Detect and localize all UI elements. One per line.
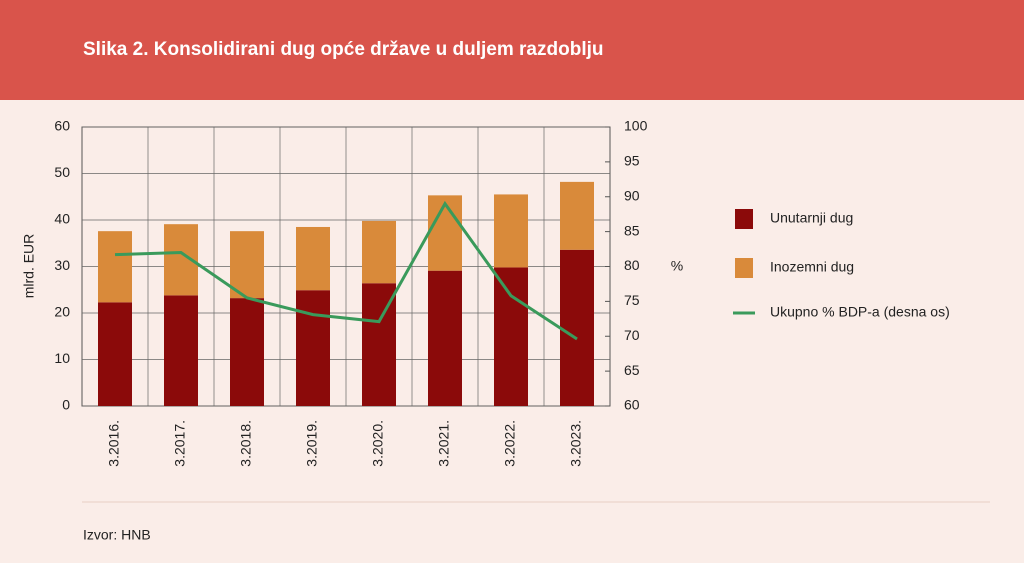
legend-label: Ukupno % BDP-a (desna os)	[770, 304, 950, 320]
x-tick-label: 3.2021.	[436, 420, 452, 467]
y2-tick-label: 100	[624, 118, 648, 134]
bar	[428, 195, 462, 271]
y2-tick-label: 70	[624, 327, 640, 343]
y-tick-label: 20	[54, 304, 70, 320]
y2-tick-label: 65	[624, 362, 640, 378]
y-tick-label: 0	[62, 397, 70, 413]
bar	[164, 295, 198, 406]
y2-axis-title: %	[671, 258, 683, 274]
bar	[296, 290, 330, 406]
y2-tick-label: 60	[624, 397, 640, 413]
x-tick-label: 3.2019.	[304, 420, 320, 467]
bar	[560, 181, 594, 250]
x-tick-label: 3.2022.	[502, 420, 518, 467]
y-tick-label: 40	[54, 211, 70, 227]
y2-tick-label: 90	[624, 187, 640, 203]
chart-title: Slika 2. Konsolidirani dug opće države u…	[83, 39, 603, 60]
x-tick-label: 3.2017.	[172, 420, 188, 467]
y-tick-label: 60	[54, 118, 70, 134]
x-tick-label: 3.2020.	[370, 420, 386, 467]
legend-swatch	[735, 258, 753, 278]
bar	[494, 194, 528, 268]
bar	[98, 302, 132, 406]
y2-tick-label: 75	[624, 292, 640, 308]
bar	[560, 249, 594, 406]
bar	[494, 267, 528, 406]
legend-label: Inozemni dug	[770, 259, 854, 275]
x-tick-label: 3.2023.	[568, 420, 584, 467]
y2-tick-label: 85	[624, 222, 640, 238]
y-axis-title: mlrd. EUR	[21, 234, 37, 299]
y-tick-label: 50	[54, 164, 70, 180]
y-tick-label: 30	[54, 257, 70, 273]
x-tick-label: 3.2016.	[106, 420, 122, 467]
y2-tick-label: 95	[624, 153, 640, 169]
line	[114, 200, 578, 341]
y-tick-label: 10	[54, 350, 70, 366]
legend-label: Unutarnji dug	[770, 210, 853, 226]
bar	[98, 231, 132, 303]
bar	[230, 298, 264, 406]
bar	[428, 270, 462, 406]
bar	[230, 231, 264, 299]
header-band	[0, 0, 1024, 100]
y2-tick-label: 80	[624, 257, 640, 273]
bar	[296, 226, 330, 291]
source: Izvor: HNB	[83, 527, 151, 543]
bar	[362, 220, 396, 284]
legend-swatch	[735, 209, 753, 229]
x-tick-label: 3.2018.	[238, 420, 254, 467]
